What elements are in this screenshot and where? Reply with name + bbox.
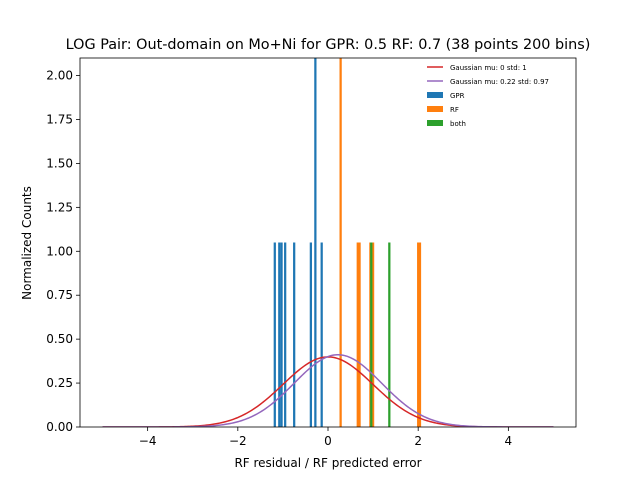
x-tick-label: 2 xyxy=(414,434,422,448)
bar-gpr xyxy=(280,242,283,427)
legend-label: both xyxy=(450,120,466,128)
x-axis-label: RF residual / RF predicted error xyxy=(234,456,421,470)
x-tick-label: −2 xyxy=(229,434,247,448)
legend-label: Gaussian mu: 0.22 std: 0.97 xyxy=(450,78,549,86)
bar-rf xyxy=(356,242,359,427)
bar-gpr xyxy=(284,242,287,427)
bar-rf xyxy=(339,58,342,427)
y-tick-label: 0.50 xyxy=(46,332,73,346)
bar-gpr xyxy=(320,242,323,427)
legend-label: Gaussian mu: 0 std: 1 xyxy=(450,64,527,72)
bar-rf xyxy=(418,242,422,427)
y-tick-label: 0.75 xyxy=(46,288,73,302)
bar-gpr xyxy=(309,242,312,427)
x-tick-label: 0 xyxy=(324,434,332,448)
legend-label: RF xyxy=(450,106,459,114)
y-tick-label: 1.25 xyxy=(46,200,73,214)
bar-rf xyxy=(371,242,375,427)
legend-bar-swatch xyxy=(427,92,443,98)
y-tick-label: 2.00 xyxy=(46,69,73,83)
legend-bar-swatch xyxy=(427,106,443,112)
y-tick-label: 0.25 xyxy=(46,376,73,390)
bar-gpr xyxy=(278,242,281,427)
legend-label: GPR xyxy=(450,92,465,100)
legend-bar-swatch xyxy=(427,120,443,126)
plot-content xyxy=(102,58,554,427)
chart-title: LOG Pair: Out-domain on Mo+Ni for GPR: 0… xyxy=(66,37,591,53)
bar-gpr xyxy=(314,58,317,427)
y-tick-label: 1.00 xyxy=(46,244,73,258)
bar-both xyxy=(370,242,373,427)
y-tick-label: 1.75 xyxy=(46,113,73,127)
y-tick-label: 0.00 xyxy=(46,420,73,434)
bar-gpr xyxy=(293,242,296,427)
bar-rf xyxy=(417,242,420,427)
bar-both xyxy=(388,242,391,427)
x-tick-label: −4 xyxy=(139,434,157,448)
y-tick-label: 1.50 xyxy=(46,156,73,170)
x-tick-label: 4 xyxy=(505,434,513,448)
plot-area: −4 −2 0 2 4 0.00 0.25 0.50 0.75 1.00 1.25 1.50 1.75 2… xyxy=(46,57,577,448)
y-axis-label: Normalized Counts xyxy=(20,186,34,300)
bar-rf xyxy=(358,242,361,427)
legend: Gaussian mu: 0 std: 1 Gaussian mu: 0.22 s… xyxy=(427,64,549,128)
bar-gpr xyxy=(273,242,276,427)
